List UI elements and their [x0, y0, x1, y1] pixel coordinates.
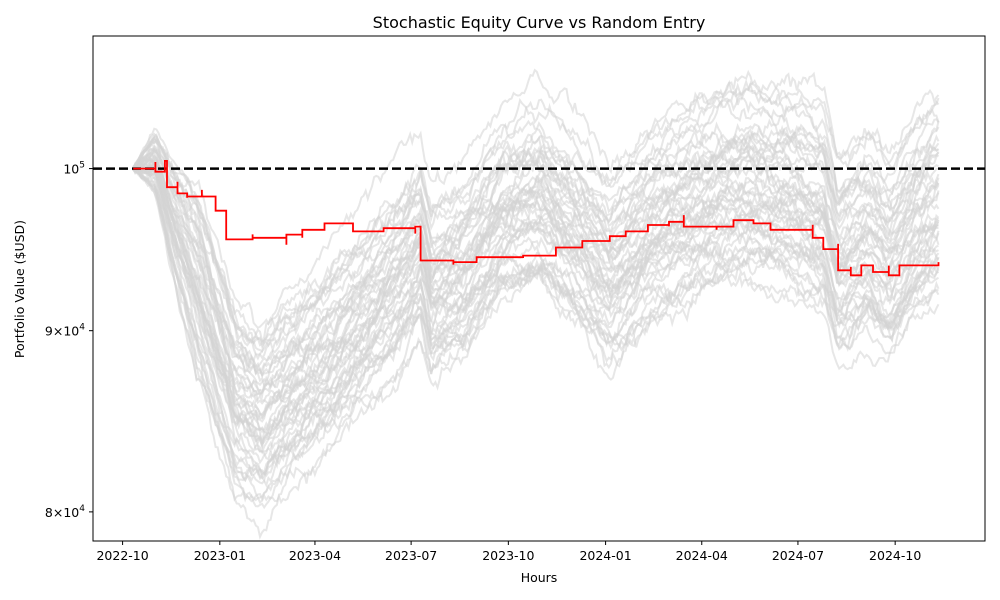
random-entry-line [132, 132, 939, 378]
random-entry-line [133, 153, 940, 437]
random-entry-line [132, 144, 940, 393]
chart-title: Stochastic Equity Curve vs Random Entry [373, 13, 706, 32]
y-axis-label: Portfolio Value ($USD) [12, 220, 27, 358]
random-entry-line [132, 69, 940, 332]
plot-area [93, 68, 985, 540]
x-axis-ticks: 2022-10 2023-01 2023-04 2023-07 2023-10 2024-… [96, 541, 921, 563]
y-axis-ticks: 8×104 9×104 105 [45, 161, 93, 520]
y-tick-label: 8×104 [45, 504, 85, 520]
x-tick-label: 2023-10 [482, 548, 534, 563]
x-tick-label: 2024-01 [579, 548, 631, 563]
random-entry-line [132, 68, 940, 346]
plot-frame [92, 35, 986, 542]
x-tick-label: 2023-04 [289, 548, 341, 563]
random-entry-line [132, 71, 940, 370]
random-entry-line [132, 99, 940, 360]
strategy-series-line [133, 160, 940, 277]
x-tick-label: 2022-10 [96, 548, 148, 563]
y-tick-label: 9×104 [45, 323, 85, 339]
random-entry-line [132, 165, 939, 476]
y-tick-label: 105 [63, 161, 85, 177]
x-tick-label: 2023-01 [194, 548, 246, 563]
x-tick-label: 2023-07 [385, 548, 437, 563]
random-entry-line [132, 118, 940, 374]
x-axis-label: Hours [521, 570, 558, 585]
random-entry-line [132, 137, 940, 393]
random-entry-line [132, 159, 940, 450]
x-tick-label: 2024-07 [772, 548, 824, 563]
random-entry-series [132, 68, 940, 540]
random-entry-line [132, 147, 940, 377]
random-entry-line [132, 164, 939, 465]
random-entry-line [132, 167, 940, 503]
x-tick-label: 2024-04 [676, 548, 728, 563]
x-tick-label: 2024-10 [869, 548, 921, 563]
random-entry-line [132, 166, 939, 464]
